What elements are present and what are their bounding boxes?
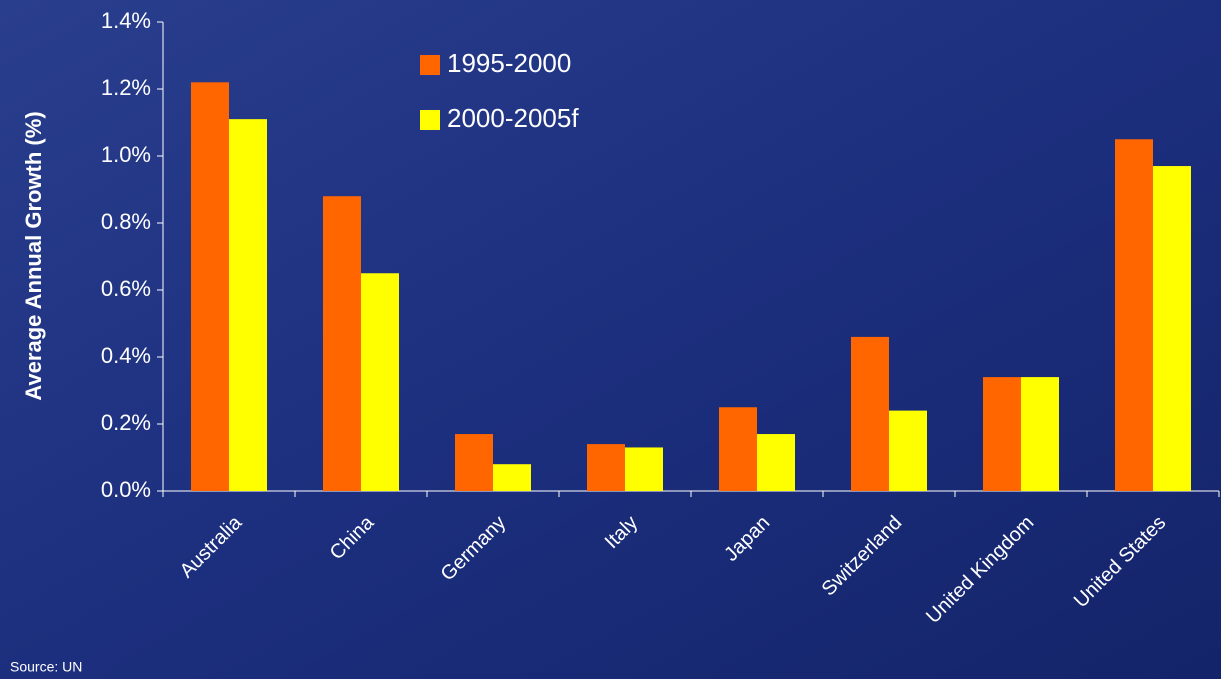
source-note: Source: UN [10, 659, 82, 675]
bar [1153, 166, 1191, 492]
bar [1021, 377, 1059, 491]
y-tick-label: 0.8% [101, 209, 151, 234]
y-tick-label: 1.4% [101, 8, 151, 33]
legend-label: 1995-2000 [447, 48, 571, 78]
bar [889, 410, 927, 491]
bar [757, 434, 795, 491]
y-tick-label: 0.4% [101, 343, 151, 368]
legend-swatch [420, 55, 440, 75]
bar [1115, 139, 1153, 491]
legend-swatch [420, 110, 440, 130]
bar [229, 119, 267, 492]
bar [361, 273, 399, 491]
bar [719, 407, 757, 491]
y-tick-label: 1.2% [101, 75, 151, 100]
bar [191, 82, 229, 492]
y-tick-label: 0.6% [101, 276, 151, 301]
bar [493, 464, 531, 491]
y-tick-label: 0.2% [101, 410, 151, 435]
bar [625, 447, 663, 491]
bar [983, 377, 1021, 491]
bar [323, 196, 361, 491]
bar [587, 444, 625, 491]
bar [455, 434, 493, 491]
y-tick-label: 0.0% [101, 477, 151, 502]
bar [851, 336, 889, 491]
y-axis-title: Average Annual Growth (%) [21, 111, 46, 400]
y-tick-label: 1.0% [101, 142, 151, 167]
legend-label: 2000-2005f [447, 103, 579, 133]
